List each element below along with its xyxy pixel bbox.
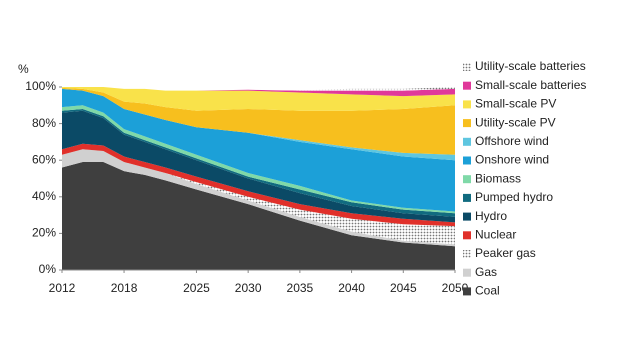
legend-label: Offshore wind (475, 134, 549, 148)
area (62, 149, 455, 247)
legend-swatch (463, 119, 471, 128)
y-tick-label: 80% (32, 116, 56, 130)
legend-label: Utility-scale PV (475, 115, 556, 129)
legend-label: Peaker gas (475, 246, 536, 260)
x-tick-label: 2018 (111, 281, 138, 295)
x-tick-label: 2025 (183, 281, 210, 295)
legend-label: Pumped hydro (475, 190, 553, 204)
legend-swatch (463, 250, 471, 258)
legend-swatch (463, 287, 471, 296)
area (62, 149, 455, 245)
legend-label: Coal (475, 284, 500, 298)
legend-swatch (463, 81, 471, 90)
area (62, 87, 455, 111)
legend-label: Small-scale batteries (475, 78, 586, 92)
legend-label: Small-scale PV (475, 97, 556, 111)
x-tick-label: 2045 (390, 281, 417, 295)
legend-swatch (463, 156, 471, 165)
legend-swatch (463, 63, 471, 71)
x-tick-label: 2030 (235, 281, 262, 295)
legend-label: Biomass (475, 171, 521, 185)
legend-swatch (463, 193, 471, 202)
area (62, 88, 455, 212)
legend-swatch (463, 175, 471, 184)
y-tick-label: 20% (32, 226, 56, 240)
legend-swatch (463, 212, 471, 221)
legend-swatch (463, 231, 471, 240)
y-tick-label: 40% (32, 189, 56, 203)
x-tick-label: 2040 (338, 281, 365, 295)
area (62, 87, 455, 91)
legend-swatch (463, 100, 471, 109)
x-tick-label: 2050 (442, 281, 469, 295)
area (62, 87, 455, 97)
area (62, 87, 455, 155)
y-axis-label: % (18, 62, 29, 76)
legend-swatch (463, 268, 471, 277)
x-tick-label: 2035 (287, 281, 314, 295)
legend-swatch (463, 137, 471, 146)
area (62, 110, 455, 223)
legend-label: Hydro (475, 209, 507, 223)
legend-label: Gas (475, 265, 497, 279)
legend-label: Onshore wind (475, 153, 549, 167)
x-tick-label: 2012 (49, 281, 76, 295)
legend-label: Nuclear (475, 227, 516, 241)
y-tick-label: 60% (32, 152, 56, 166)
y-tick-label: 100% (25, 79, 56, 93)
area (62, 162, 455, 270)
legend-label: Utility-scale batteries (475, 59, 586, 73)
y-tick-label: 0% (39, 262, 57, 276)
